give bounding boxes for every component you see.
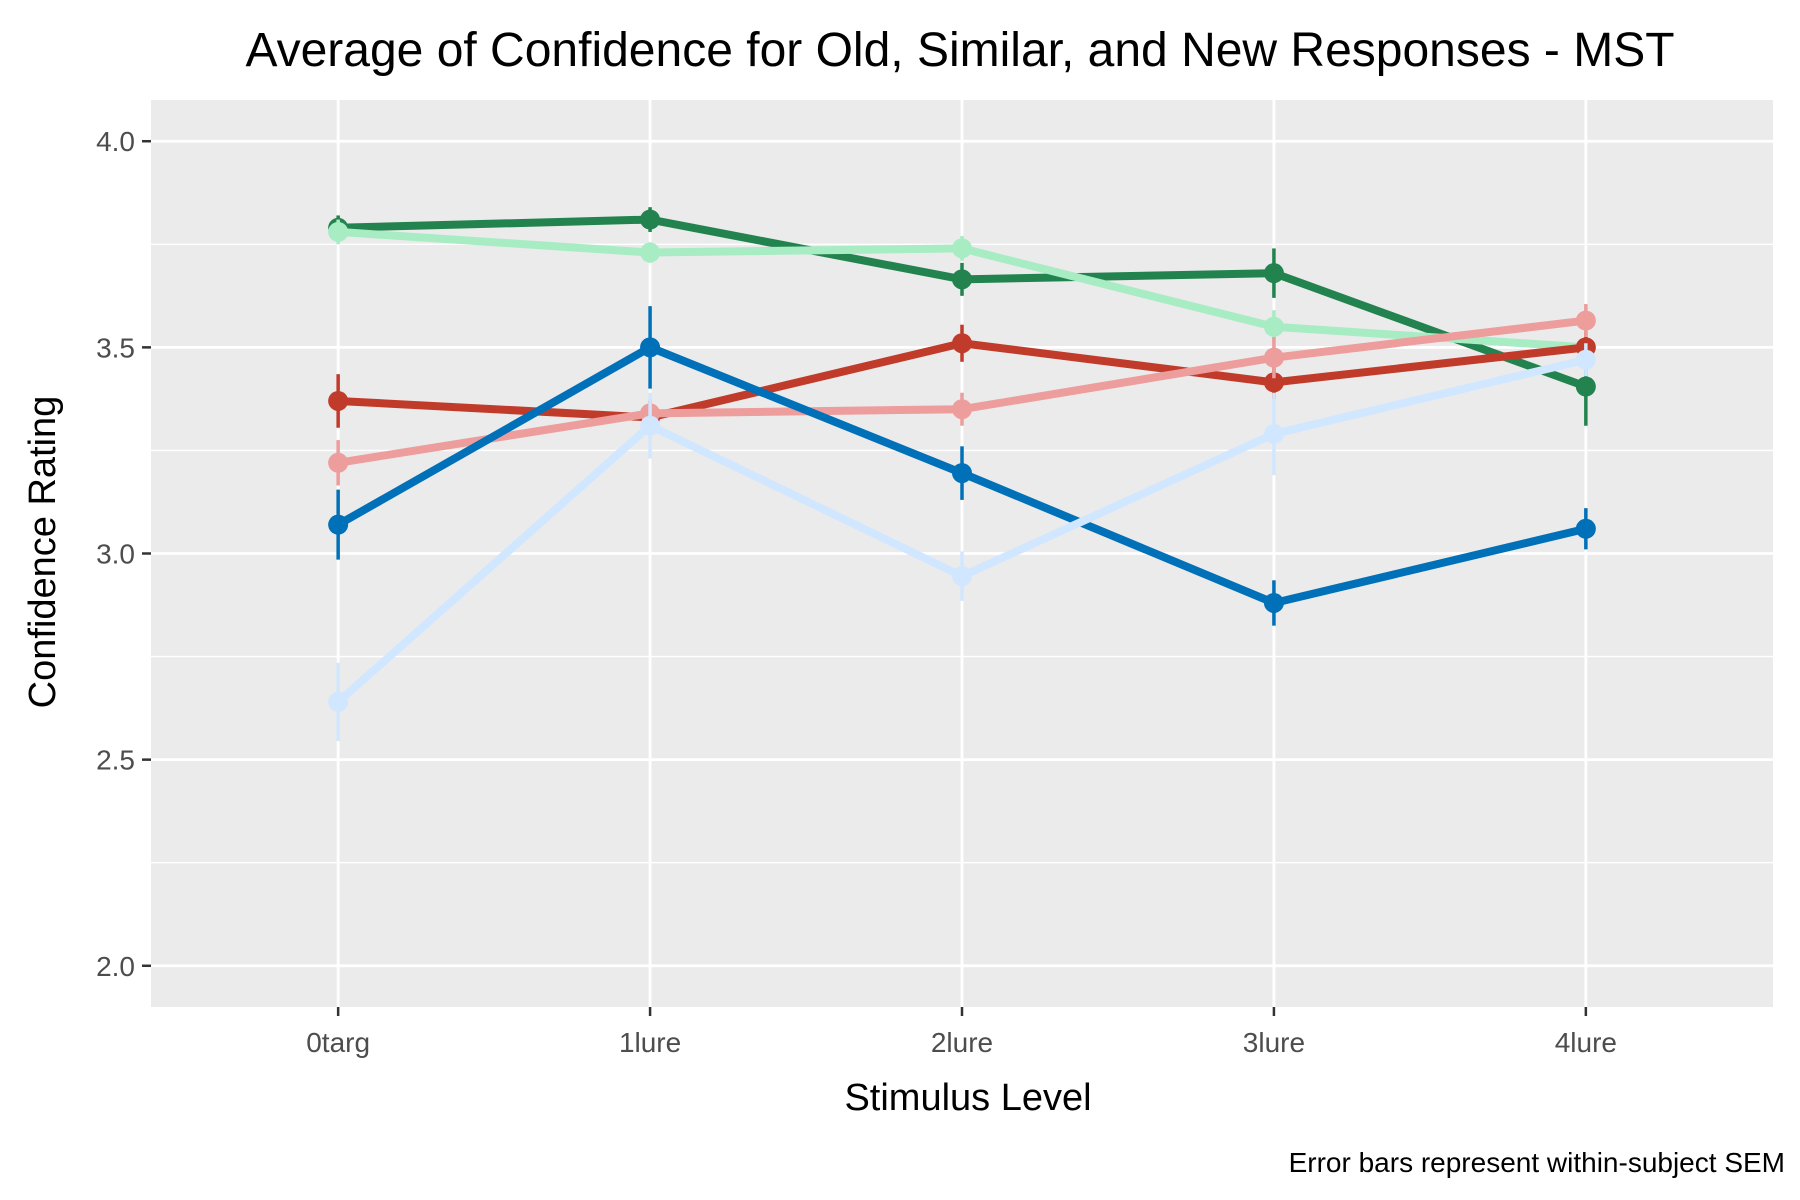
x-tick-label: 0targ — [306, 1027, 370, 1058]
data-point — [328, 691, 349, 712]
y-axis-title: Confidence Rating — [22, 396, 64, 709]
data-point — [952, 269, 972, 290]
series-6 — [328, 343, 1596, 742]
data-point — [1575, 349, 1596, 370]
data-point — [1263, 263, 1284, 284]
x-tick-label: 2lure — [931, 1027, 993, 1058]
data-point — [1263, 347, 1284, 368]
series-4 — [328, 304, 1596, 486]
chart-caption: Error bars represent within-subject SEM — [1289, 1147, 1785, 1178]
data-point — [952, 566, 972, 587]
data-point — [640, 209, 661, 230]
chart-title: Average of Confidence for Old, Similar, … — [245, 24, 1674, 77]
data-point — [1575, 518, 1596, 539]
data-point — [952, 238, 972, 259]
y-tick-label: 3.0 — [96, 539, 135, 570]
y-tick-label: 3.5 — [96, 332, 135, 363]
data-point — [1575, 376, 1596, 397]
data-point — [1575, 310, 1596, 331]
data-point — [952, 399, 972, 420]
data-point — [640, 415, 661, 436]
y-tick-label: 2.0 — [96, 951, 135, 982]
x-tick-label: 3lure — [1243, 1027, 1305, 1058]
data-point — [640, 242, 661, 263]
data-point — [1263, 423, 1284, 444]
data-point — [328, 221, 349, 242]
series-5 — [328, 306, 1596, 626]
data-point — [328, 452, 349, 473]
data-point — [952, 333, 972, 354]
y-tick-label: 2.5 — [96, 745, 135, 776]
data-point — [952, 463, 972, 484]
data-point — [640, 337, 661, 358]
series-group — [328, 207, 1596, 742]
axes: 2.0 2.5 3.0 3.5 4.0 0targ 1lure 2lure 3lure 4lure — [96, 126, 1617, 1058]
x-tick-label: 4lure — [1555, 1027, 1617, 1058]
y-tick-label: 4.0 — [96, 126, 135, 157]
data-point — [1263, 316, 1284, 337]
x-tick-label: 1lure — [619, 1027, 681, 1058]
data-point — [328, 390, 349, 411]
x-axis-title: Stimulus Level — [844, 1077, 1091, 1119]
data-point — [1263, 592, 1284, 613]
data-point — [1263, 372, 1284, 393]
data-point — [328, 514, 349, 535]
